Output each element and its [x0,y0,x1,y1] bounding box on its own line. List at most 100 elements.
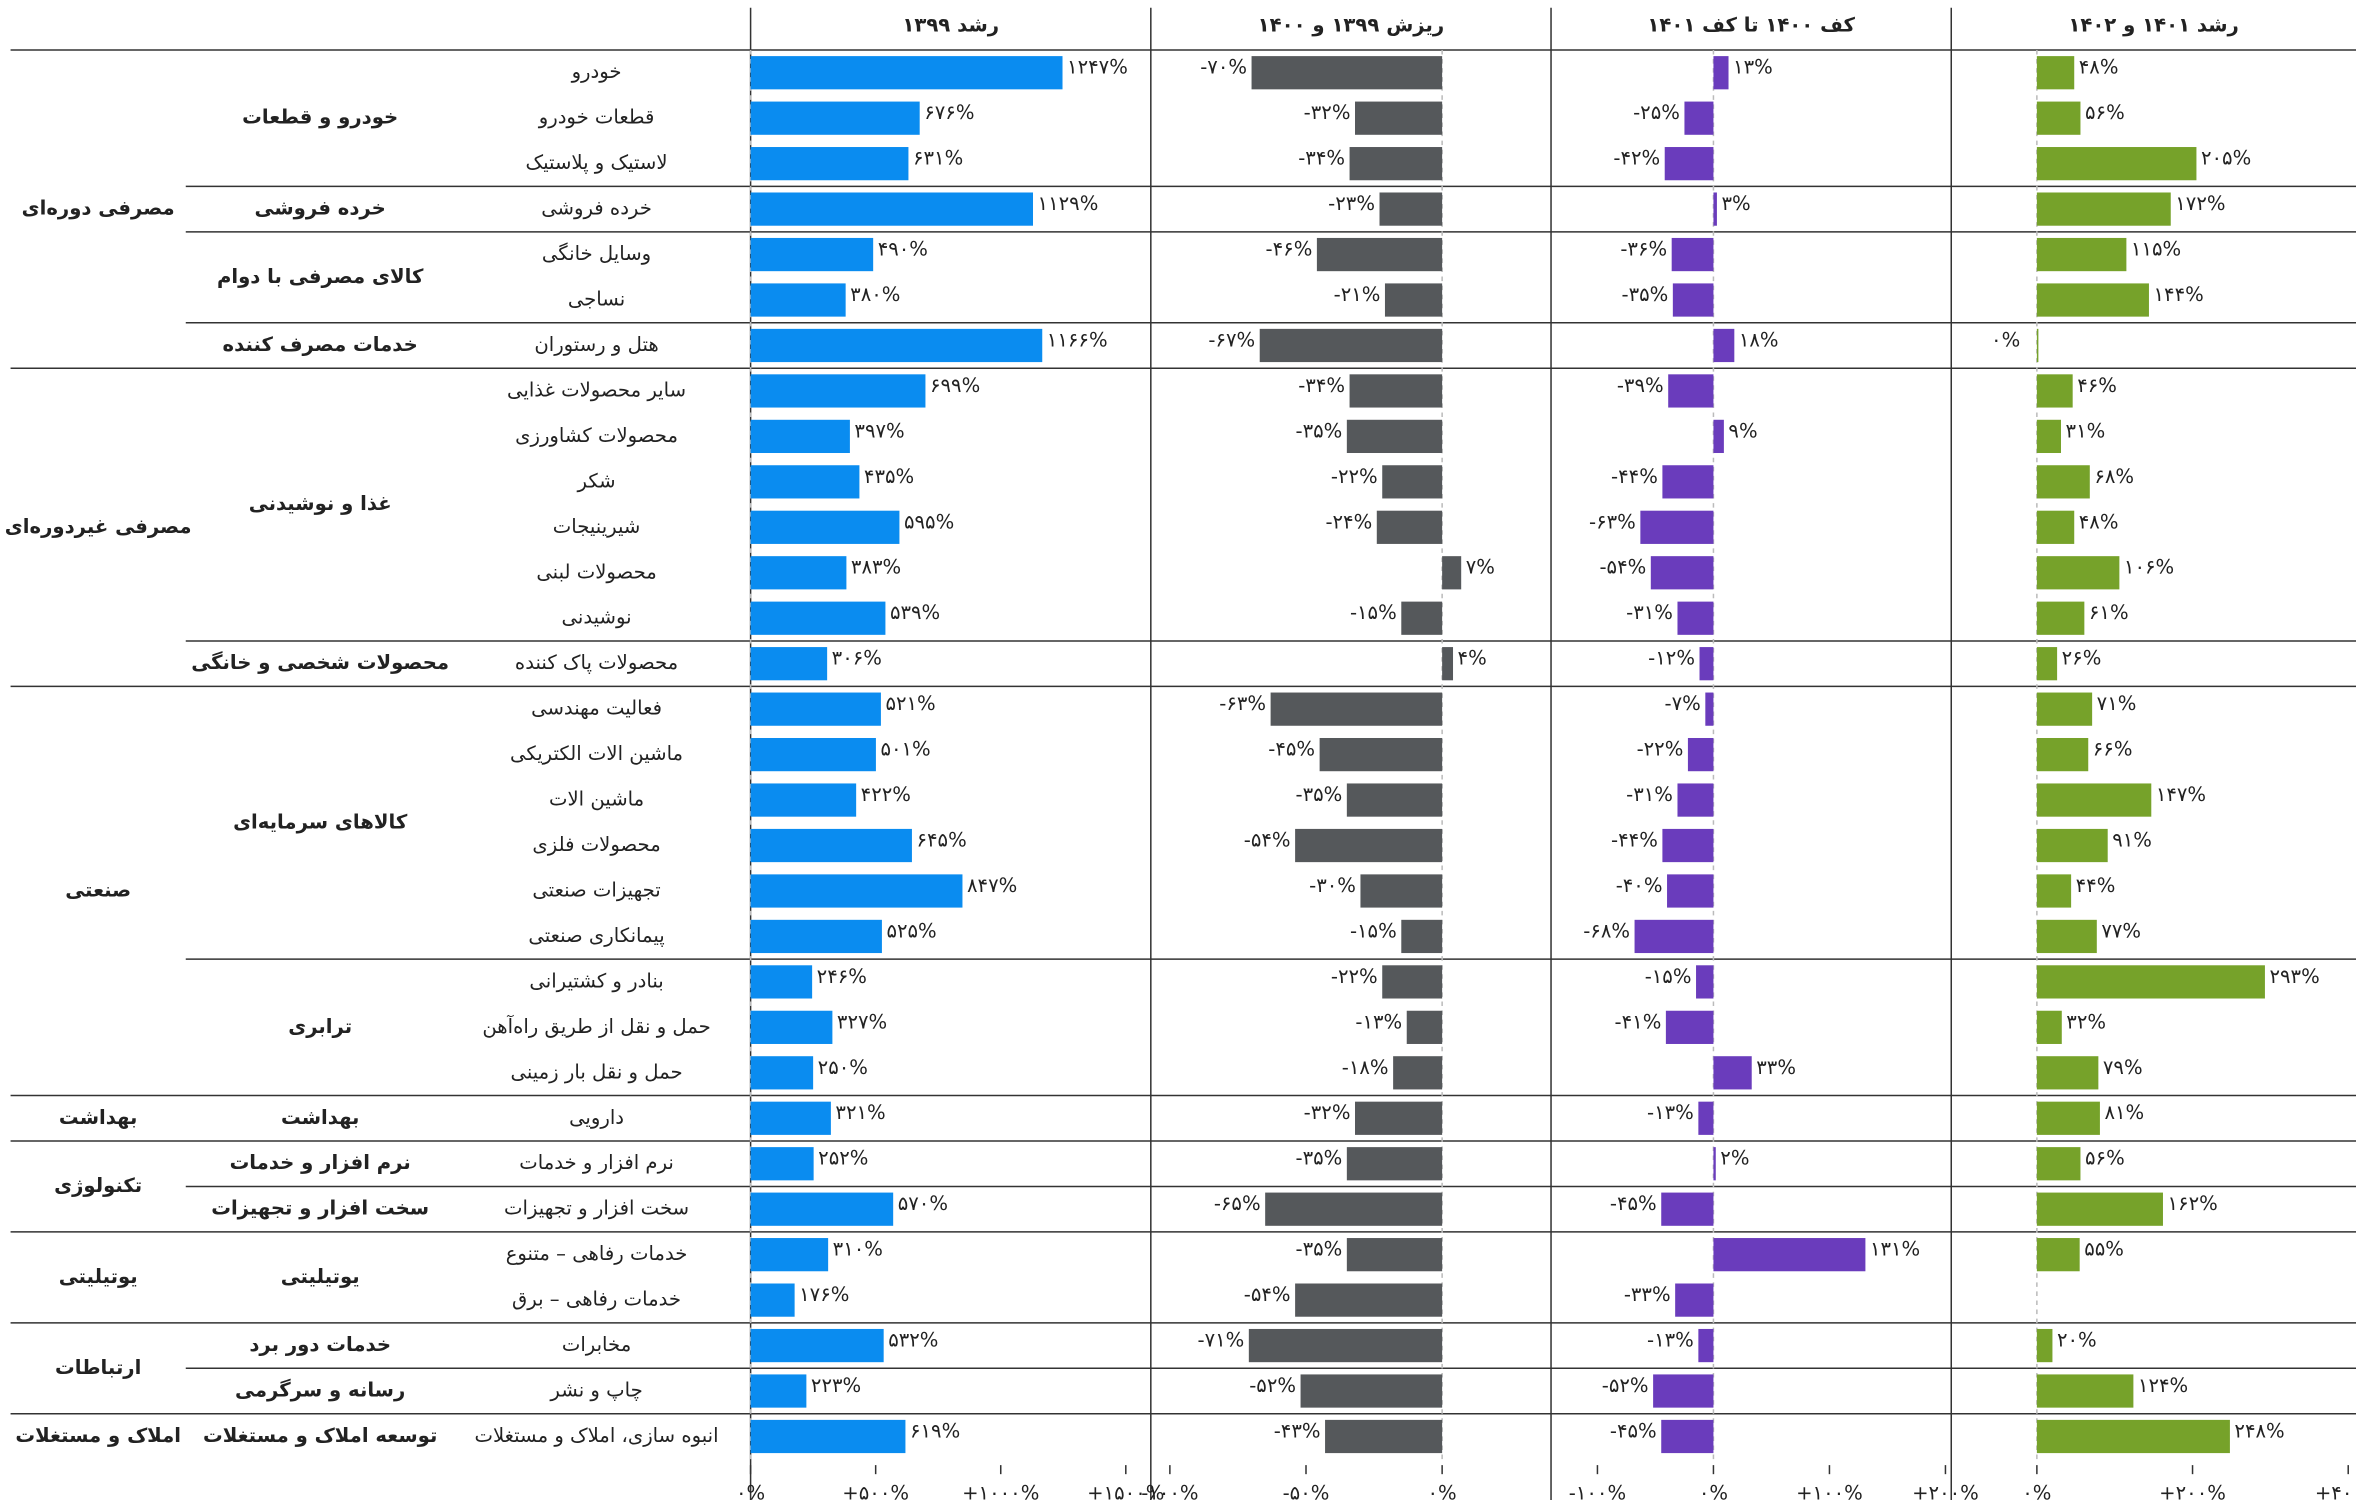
panel-title: رشد ۱۴۰۱ و ۱۴۰۲ [2068,13,2238,36]
sector-label: بهداشت [59,1106,137,1129]
bar [1705,692,1714,726]
industry-label: بنادر و کشتیرانی [529,969,663,992]
value-label: -۴۵% [1268,738,1315,761]
industry-label: شکر [576,469,615,492]
value-label: ۵۶% [2085,101,2125,124]
value-label: ۵۲۱% [885,692,935,715]
bar [1442,647,1454,681]
value-label: ۱۴۷% [2156,783,2206,806]
value-label: -۱۵% [1350,601,1397,624]
industry-label: تجهیزات صنعتی [532,878,660,901]
value-label: -۴۱% [1615,1010,1662,1033]
industry-label: نساجی [568,288,625,311]
sector-label: ارتباطات [55,1356,141,1379]
group-label: سخت افزار و تجهیزات [211,1197,429,1220]
industry-label: لاستیک و پلاستیک [526,151,668,174]
value-label: ۱۳۱% [1870,1238,1920,1261]
industry-label: خدمات رفاهی – متنوع [506,1242,688,1265]
value-label: -۱۳% [1647,1329,1694,1352]
value-label: ۸۱% [2104,1101,2144,1124]
value-label: ۳۱۰% [833,1238,883,1261]
industry-label: وسایل خانگی [542,242,651,265]
value-label: -۶۷% [1208,328,1255,351]
value-label: ۶۶% [2093,738,2133,761]
industry-label: خرده فروشی [541,197,652,220]
group-label: بهداشت [281,1106,359,1129]
bar [1393,1056,1443,1090]
x-tick-label: ۰% [1699,1481,1728,1500]
value-label: -۴۰% [1616,874,1663,897]
value-label: -۳۴% [1298,374,1345,397]
value-label: ۴۹۰% [878,238,928,261]
value-label: ۲۹۳% [2269,965,2319,988]
value-label: ۵۳۲% [888,1329,938,1352]
value-label: ۲۵۰% [818,1056,868,1079]
bar [1650,556,1714,590]
value-label: -۴۵% [1610,1419,1657,1442]
bar [1295,828,1443,863]
value-label: ۶۱% [2089,601,2129,624]
value-label: -۴۶% [1266,238,1313,261]
bar [750,147,909,181]
bar [750,692,881,726]
bar [750,874,963,908]
value-label: -۳۲% [1304,101,1351,124]
bar [2036,374,2073,408]
sector-label: مصرفی دوره‌ای [22,197,175,220]
industry-label: ماشین الات [549,788,644,811]
bar [750,828,912,863]
bar [1401,601,1443,635]
value-label: ۴۶% [2077,374,2117,397]
industry-label: حمل و نقل از طریق راه‌آهن [482,1014,710,1038]
bar [1713,419,1724,454]
bar [1319,737,1443,772]
value-label: ۲۵۲% [818,1147,868,1170]
bar [750,1147,814,1181]
bar [1442,556,1462,590]
value-label: ۲۰۵% [2201,147,2251,170]
sector-label: مصرفی غیردوره‌ای [5,515,192,538]
value-label: -۲۲% [1331,465,1378,488]
x-tick-label: +۴۰۰% [2315,1481,2356,1500]
value-label: -۵۲% [1249,1374,1296,1397]
value-label: -۳۶% [1620,238,1667,261]
value-label: -۵۴% [1244,828,1291,851]
value-label: -۲۴% [1325,510,1372,533]
x-tick-label: +۲۰۰% [1912,1481,1979,1500]
value-label: ۴۸% [2079,510,2119,533]
value-label: -۳۹% [1617,374,1664,397]
industry-label: سخت افزار و تجهیزات [504,1197,689,1220]
bar [750,1101,831,1135]
value-label: -۳۵% [1295,419,1342,442]
bar [2036,147,2197,181]
value-label: ۳۸۳% [851,556,901,579]
value-label: ۷۷% [2101,919,2141,942]
value-label: ۱۷۶% [799,1283,849,1306]
value-label: -۴۴% [1611,828,1658,851]
bar [1270,692,1443,726]
bar [2036,510,2075,544]
industry-label: محصولات فلزی [532,833,660,856]
bar [1346,1238,1443,1272]
bar [1382,465,1443,499]
value-label: -۵۴% [1599,556,1646,579]
bar [2036,283,2149,317]
value-label: -۱۵% [1645,965,1692,988]
bar [1713,1238,1866,1272]
bar [1687,737,1714,772]
value-label: -۶۵% [1214,1192,1261,1215]
value-label: -۳۵% [1295,1147,1342,1170]
x-tick-label: -۱۰۰% [1569,1481,1626,1500]
industry-label: شیرینیجات [553,515,641,538]
group-label: غذا و نوشیدنی [249,492,392,515]
value-label: ۱۲۴۷% [1067,56,1128,79]
value-label: ۵۰۱% [880,738,930,761]
bar [750,56,1063,90]
value-label: ۱۳% [1733,56,1773,79]
value-label: -۴۵% [1610,1192,1657,1215]
bar [2036,874,2072,908]
bar [2036,1419,2230,1454]
value-label: -۱۳% [1355,1010,1402,1033]
value-label: -۵۲% [1602,1374,1649,1397]
value-label: ۳۲۷% [837,1010,887,1033]
